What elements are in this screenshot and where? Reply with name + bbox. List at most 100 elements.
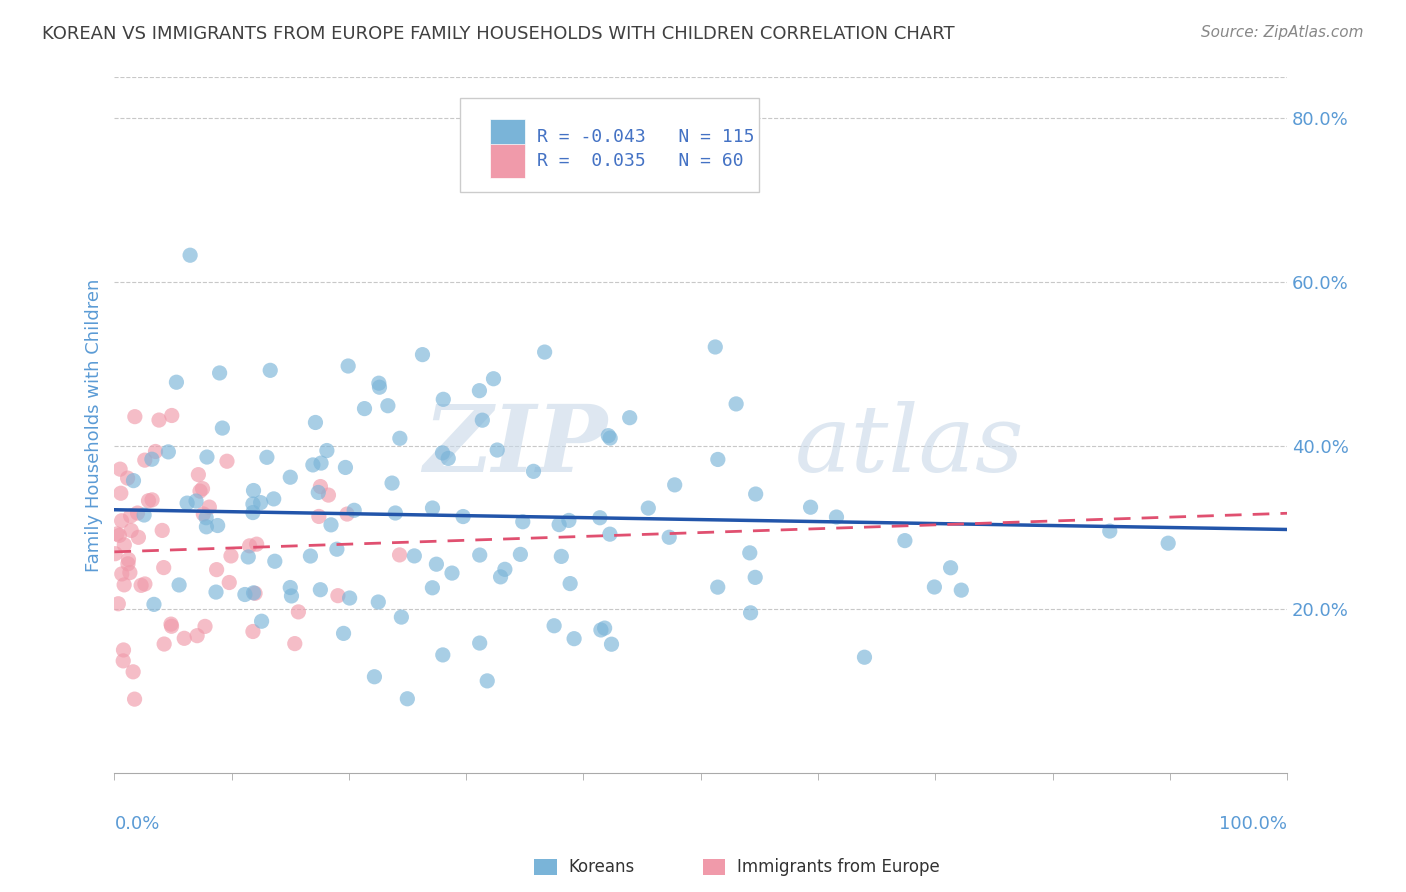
Point	[280, 589, 302, 603]
Point	[129, 578, 152, 592]
Point	[468, 636, 491, 650]
Point	[336, 507, 359, 521]
Point	[176, 496, 198, 510]
Point	[664, 478, 686, 492]
Point	[744, 487, 766, 501]
Point	[494, 562, 516, 576]
Point	[637, 501, 659, 516]
Point	[337, 359, 360, 373]
Point	[658, 530, 681, 544]
Point	[725, 397, 748, 411]
Point	[619, 410, 641, 425]
Point	[422, 581, 444, 595]
Point	[598, 428, 620, 442]
Point	[207, 518, 229, 533]
Point	[134, 577, 156, 591]
Point	[205, 585, 228, 599]
Point	[242, 483, 264, 498]
Point	[471, 413, 494, 427]
Point	[744, 570, 766, 584]
Point	[332, 626, 354, 640]
Point	[167, 578, 190, 592]
Point	[112, 578, 135, 592]
Point	[218, 575, 240, 590]
Point	[825, 510, 848, 524]
Point	[318, 488, 340, 502]
Point	[367, 376, 389, 391]
Point	[853, 650, 876, 665]
Point	[389, 610, 412, 624]
Point	[117, 471, 139, 485]
Point	[309, 582, 332, 597]
Point	[562, 632, 585, 646]
Point	[477, 673, 499, 688]
Text: KOREAN VS IMMIGRANTS FROM EUROPE FAMILY HOUSEHOLDS WITH CHILDREN CORRELATION CHA: KOREAN VS IMMIGRANTS FROM EUROPE FAMILY …	[42, 25, 955, 43]
Point	[142, 598, 165, 612]
Point	[432, 446, 454, 460]
Text: R = -0.043   N = 115: R = -0.043 N = 115	[537, 128, 754, 145]
Point	[308, 509, 330, 524]
Point	[451, 509, 474, 524]
Point	[215, 454, 238, 468]
Point	[205, 563, 228, 577]
Point	[468, 548, 491, 562]
Point	[411, 348, 433, 362]
Point	[122, 474, 145, 488]
Point	[186, 629, 208, 643]
Text: atlas: atlas	[794, 401, 1024, 491]
Bar	[489, 120, 524, 154]
Point	[117, 557, 139, 571]
Point	[299, 549, 322, 563]
Point	[117, 552, 139, 566]
Point	[287, 605, 309, 619]
Point	[195, 450, 218, 464]
Point	[384, 506, 406, 520]
Point	[242, 506, 264, 520]
Point	[489, 570, 512, 584]
Point	[368, 380, 391, 394]
Point	[138, 493, 160, 508]
Point	[381, 476, 404, 491]
Point	[256, 450, 278, 465]
Point	[259, 363, 281, 377]
Point	[363, 670, 385, 684]
Point	[335, 460, 357, 475]
Point	[302, 458, 325, 472]
Point	[599, 527, 621, 541]
Point	[353, 401, 375, 416]
Point	[208, 366, 231, 380]
Text: ZIP: ZIP	[423, 401, 607, 491]
Point	[388, 548, 411, 562]
Point	[558, 513, 581, 527]
Bar	[489, 144, 524, 178]
Point	[120, 508, 142, 523]
Point	[509, 547, 531, 561]
Point	[432, 392, 454, 407]
Point	[593, 621, 616, 635]
Point	[195, 510, 218, 524]
Point	[193, 507, 215, 521]
Point	[160, 617, 183, 632]
Point	[242, 624, 264, 639]
Point	[184, 494, 207, 508]
Point	[924, 580, 946, 594]
Point	[250, 614, 273, 628]
Point	[120, 524, 142, 538]
Point	[173, 632, 195, 646]
Point	[1098, 524, 1121, 538]
Point	[522, 464, 544, 478]
Point	[179, 248, 201, 262]
Point	[706, 580, 728, 594]
Point	[249, 495, 271, 509]
Point	[134, 453, 156, 467]
Point	[243, 586, 266, 600]
Point	[486, 443, 509, 458]
Point	[550, 549, 572, 564]
Point	[191, 482, 214, 496]
Point	[319, 517, 342, 532]
Point	[112, 654, 135, 668]
Point	[468, 384, 491, 398]
Text: R =  0.035   N = 60: R = 0.035 N = 60	[537, 152, 744, 170]
Point	[482, 372, 505, 386]
Point	[738, 546, 761, 560]
